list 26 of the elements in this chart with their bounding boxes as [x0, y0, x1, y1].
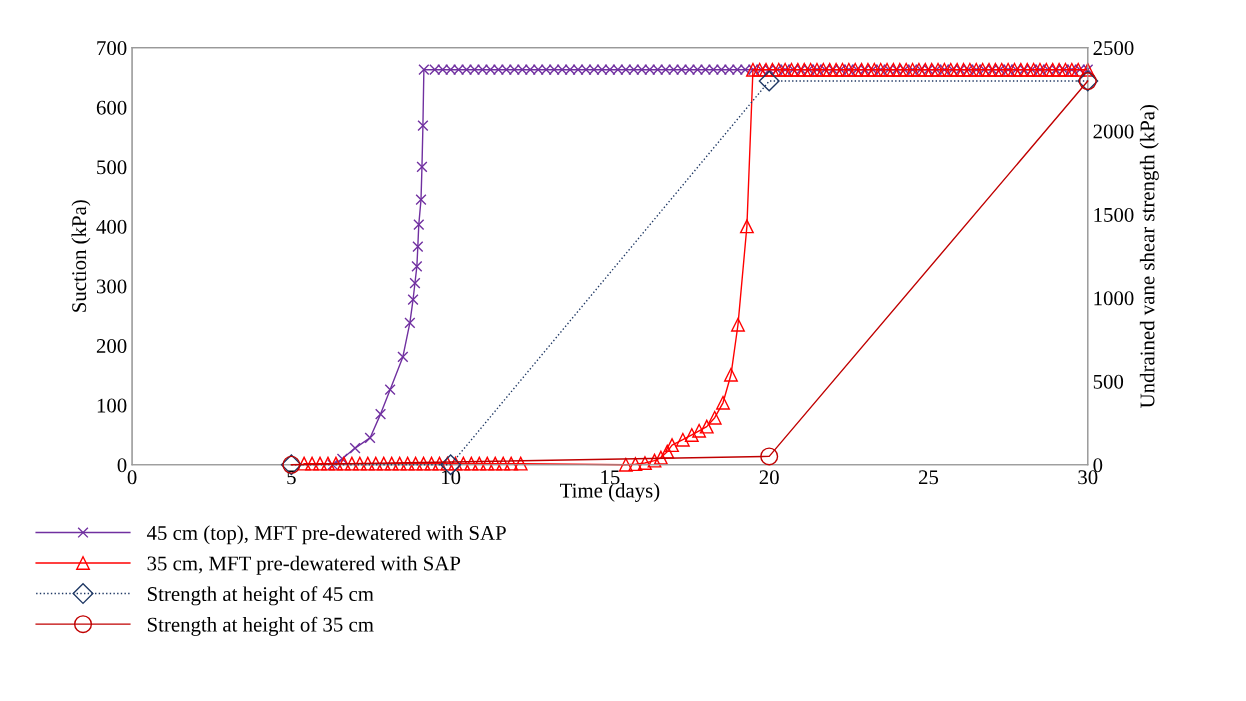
- y-axis-title: Suction (kPa): [71, 200, 91, 312]
- x-tick-label: 0: [127, 470, 137, 485]
- y-tick-label: 700: [97, 41, 127, 56]
- legend-label: Strength at height of 45 cm: [147, 586, 374, 606]
- y-tick-label: 100: [97, 398, 127, 413]
- y-tick-label: 500: [97, 160, 127, 175]
- y-tick-label: 600: [96, 100, 127, 115]
- legend-label: 45 cm (top), MFT pre-dewatered with SAP: [146, 525, 506, 545]
- y2-tick-label: 1500: [1094, 207, 1134, 222]
- y2-tick-label: 2500: [1093, 41, 1134, 56]
- point: [760, 447, 779, 466]
- x-tick-label: 20: [759, 470, 779, 485]
- y-tick-label: 300: [96, 279, 127, 294]
- legend-label: 35 cm, MFT pre-dewatered with SAP: [147, 555, 461, 575]
- y2-tick-label: 2000: [1093, 124, 1134, 139]
- y2-tick-label: 1000: [1094, 291, 1134, 306]
- x-tick-label: 25: [918, 470, 939, 485]
- y-tick-label: 400: [96, 219, 127, 234]
- y2-axis-title: Undrained vane shear strength (kPa): [1139, 104, 1159, 408]
- point: [758, 70, 780, 92]
- x-tick-label: 10: [442, 470, 461, 485]
- y-tick-label: 200: [96, 338, 127, 354]
- x-tick-label: 15: [601, 470, 620, 485]
- y-tick-label: 0: [117, 458, 127, 473]
- legend-label: Strength at height of 35 cm: [147, 616, 374, 636]
- y2-tick-label: 500: [1093, 374, 1124, 389]
